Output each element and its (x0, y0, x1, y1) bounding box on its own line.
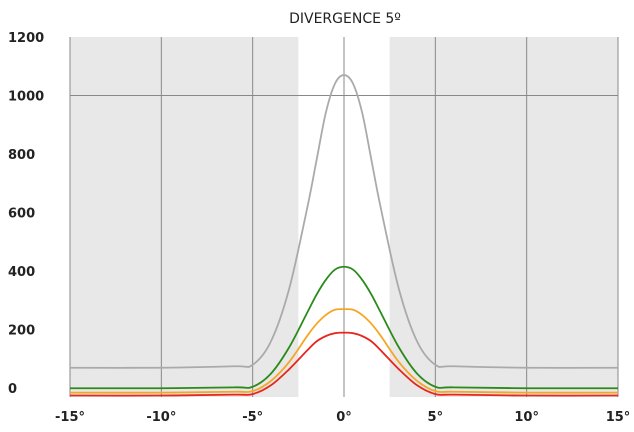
x-tick-label: 15° (606, 410, 631, 425)
series-lines (69, 74, 619, 397)
x-tick-label: 0° (336, 410, 352, 425)
series-line-3 (69, 331, 619, 397)
y-tick-label: 200 (8, 324, 35, 339)
x-tick-labels: -15° -10° -5° 0° 5° 10° 15° (55, 410, 630, 425)
series-line-1 (69, 265, 619, 390)
shaded-region-0 (70, 37, 299, 397)
y-tick-labels: 0 200 400 600 800 1000 1200 (8, 31, 44, 397)
y-tick-label: 0 (8, 382, 17, 397)
series-line-2 (69, 308, 619, 394)
y-tick-label: 800 (8, 148, 35, 163)
shaded-regions (70, 37, 618, 397)
y-tick-label: 1200 (8, 31, 44, 46)
x-tick-label: 10° (514, 410, 539, 425)
y-tick-label: 1000 (8, 90, 44, 105)
y-tick-label: 400 (8, 265, 35, 280)
x-tick-label: -10° (146, 410, 176, 425)
chart-title: DIVERGENCE 5º (289, 11, 401, 27)
x-tick-label: -15° (55, 410, 85, 425)
x-tick-label: -5° (242, 410, 263, 425)
y-tick-label: 600 (8, 207, 35, 222)
x-tick-label: 5° (428, 410, 444, 425)
grid (69, 37, 619, 397)
series-line-0 (69, 74, 619, 369)
shaded-region-1 (389, 37, 618, 397)
